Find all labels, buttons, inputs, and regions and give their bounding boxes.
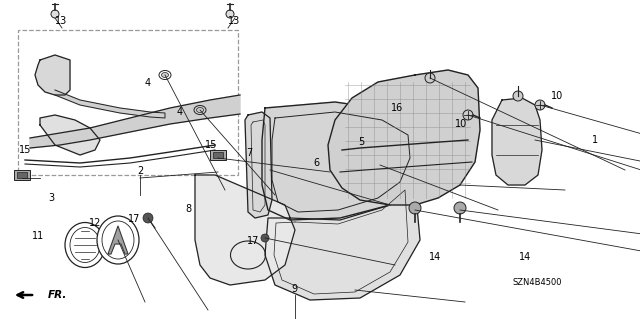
Text: 15: 15 <box>205 140 218 150</box>
Circle shape <box>463 110 473 120</box>
Text: SZN4B4500: SZN4B4500 <box>513 278 563 287</box>
Text: 17: 17 <box>128 213 141 224</box>
Polygon shape <box>30 95 240 148</box>
Text: 15: 15 <box>19 145 32 155</box>
Circle shape <box>261 234 269 242</box>
Bar <box>210 150 226 160</box>
Text: 5: 5 <box>358 137 365 147</box>
Circle shape <box>143 213 153 223</box>
Circle shape <box>454 202 466 214</box>
Bar <box>213 152 223 158</box>
Polygon shape <box>40 115 100 155</box>
Ellipse shape <box>161 72 168 78</box>
Text: 13: 13 <box>227 16 240 26</box>
Text: 4: 4 <box>144 78 150 88</box>
Polygon shape <box>35 55 70 95</box>
Text: FR.: FR. <box>48 290 67 300</box>
Text: 17: 17 <box>246 236 259 246</box>
Text: 1: 1 <box>592 135 598 145</box>
Text: 2: 2 <box>138 166 144 176</box>
Circle shape <box>425 73 435 83</box>
Text: 13: 13 <box>54 16 67 26</box>
Circle shape <box>513 91 523 101</box>
Text: 9: 9 <box>291 284 298 294</box>
Text: 8: 8 <box>186 204 192 214</box>
Polygon shape <box>55 90 165 118</box>
Polygon shape <box>492 98 542 185</box>
Text: 7: 7 <box>246 148 253 158</box>
Ellipse shape <box>97 216 139 264</box>
Text: 6: 6 <box>314 158 320 168</box>
Polygon shape <box>265 185 420 300</box>
Text: 14: 14 <box>518 252 531 262</box>
Text: 11: 11 <box>32 231 45 241</box>
Polygon shape <box>108 226 128 254</box>
Bar <box>17 172 27 178</box>
Text: 16: 16 <box>390 103 403 114</box>
Text: 10: 10 <box>454 119 467 130</box>
Ellipse shape <box>196 108 204 113</box>
Bar <box>18 30 238 175</box>
Circle shape <box>51 10 59 18</box>
Circle shape <box>409 202 421 214</box>
Text: 12: 12 <box>88 218 101 228</box>
Circle shape <box>226 10 234 18</box>
Text: 10: 10 <box>550 91 563 101</box>
Polygon shape <box>262 102 425 220</box>
Text: 3: 3 <box>48 193 54 203</box>
Polygon shape <box>195 175 295 285</box>
Text: 4: 4 <box>176 107 182 117</box>
Text: 14: 14 <box>429 252 442 262</box>
Polygon shape <box>245 112 272 218</box>
Bar <box>14 170 30 180</box>
Circle shape <box>535 100 545 110</box>
Polygon shape <box>328 70 480 205</box>
